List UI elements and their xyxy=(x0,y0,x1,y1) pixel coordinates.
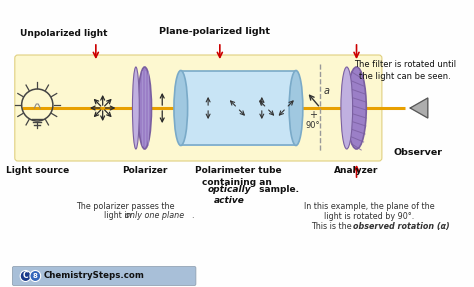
Text: light in: light in xyxy=(104,211,134,220)
Text: Polarimeter tube
containing an: Polarimeter tube containing an xyxy=(195,166,282,187)
Ellipse shape xyxy=(347,67,366,149)
Text: In this example, the plane of the: In this example, the plane of the xyxy=(304,202,435,211)
Text: The polarizer passes the: The polarizer passes the xyxy=(76,202,174,211)
Text: 90°: 90° xyxy=(305,121,320,130)
Text: Polarizer: Polarizer xyxy=(122,166,167,175)
Text: ChemistrySteps.com: ChemistrySteps.com xyxy=(44,272,145,280)
Polygon shape xyxy=(410,98,428,118)
Text: Light source: Light source xyxy=(6,166,69,175)
Text: C: C xyxy=(23,272,28,280)
Text: Analyzer: Analyzer xyxy=(334,166,379,175)
FancyBboxPatch shape xyxy=(15,55,382,161)
Ellipse shape xyxy=(289,71,303,146)
Ellipse shape xyxy=(138,67,152,149)
Text: only one plane: only one plane xyxy=(125,211,184,220)
Circle shape xyxy=(20,271,31,282)
Text: Unpolarized light: Unpolarized light xyxy=(20,29,108,38)
Text: sample.: sample. xyxy=(256,185,299,194)
Text: observed rotation (α): observed rotation (α) xyxy=(353,222,449,231)
Text: a: a xyxy=(323,86,329,96)
Ellipse shape xyxy=(132,67,139,149)
Text: This is the: This is the xyxy=(310,222,354,231)
Text: .: . xyxy=(191,211,194,220)
Bar xyxy=(181,71,296,146)
Ellipse shape xyxy=(341,67,353,149)
Circle shape xyxy=(30,271,41,282)
Text: .: . xyxy=(438,222,440,231)
Text: 8: 8 xyxy=(33,273,38,279)
Text: Plane-polarized light: Plane-polarized light xyxy=(159,27,271,36)
Text: light is rotated by 90°.: light is rotated by 90°. xyxy=(324,212,414,221)
Ellipse shape xyxy=(174,71,188,146)
Text: +: + xyxy=(309,110,317,120)
Text: Observer: Observer xyxy=(393,148,443,157)
FancyBboxPatch shape xyxy=(12,267,196,286)
Text: The filter is rotated until
the light can be seen.: The filter is rotated until the light ca… xyxy=(354,60,456,81)
Text: optically
active: optically active xyxy=(208,185,251,205)
